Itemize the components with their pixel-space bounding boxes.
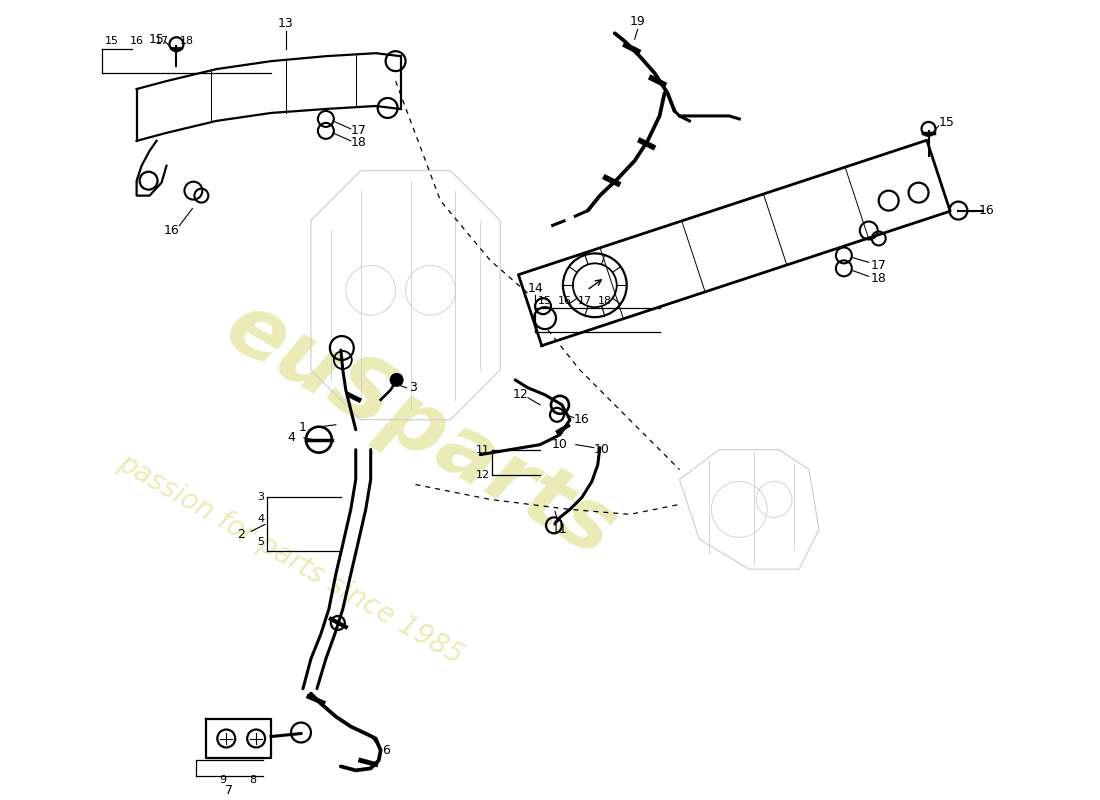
Text: 12: 12 — [513, 388, 528, 402]
Text: 10: 10 — [594, 443, 609, 456]
Text: 17: 17 — [578, 296, 592, 306]
Text: 5: 5 — [257, 538, 264, 547]
Text: 14: 14 — [527, 282, 543, 294]
Text: 16: 16 — [978, 204, 994, 217]
Text: 16: 16 — [574, 414, 590, 426]
Text: 4: 4 — [257, 514, 264, 524]
Text: 17: 17 — [351, 124, 366, 138]
Text: 11: 11 — [476, 445, 491, 454]
Text: 1: 1 — [299, 422, 307, 434]
Text: 10: 10 — [552, 438, 568, 451]
Text: 3: 3 — [257, 493, 264, 502]
Text: 7: 7 — [226, 784, 233, 797]
Text: 19: 19 — [630, 15, 646, 28]
Text: 4: 4 — [287, 431, 295, 444]
Text: 16: 16 — [130, 36, 144, 46]
Text: 15: 15 — [538, 296, 552, 306]
Text: 6: 6 — [382, 744, 389, 757]
Text: 15: 15 — [104, 36, 119, 46]
Text: 18: 18 — [597, 296, 612, 306]
Text: 3: 3 — [408, 382, 417, 394]
Circle shape — [389, 373, 404, 387]
Text: passion for parts since 1985: passion for parts since 1985 — [113, 449, 469, 670]
Text: 18: 18 — [871, 272, 887, 285]
Text: 11: 11 — [552, 523, 568, 536]
Text: 17: 17 — [154, 36, 168, 46]
Text: 2: 2 — [238, 528, 245, 541]
Text: 8: 8 — [250, 775, 256, 786]
Text: 17: 17 — [871, 259, 887, 272]
Text: 15: 15 — [148, 33, 165, 46]
Text: euSparts: euSparts — [211, 285, 630, 574]
Text: 16: 16 — [558, 296, 572, 306]
Text: 18: 18 — [351, 136, 366, 150]
Text: 16: 16 — [164, 224, 179, 237]
Text: 12: 12 — [476, 470, 491, 479]
Text: 15: 15 — [938, 117, 955, 130]
Text: 9: 9 — [220, 775, 227, 786]
Text: 18: 18 — [179, 36, 194, 46]
Text: 13: 13 — [278, 17, 294, 30]
